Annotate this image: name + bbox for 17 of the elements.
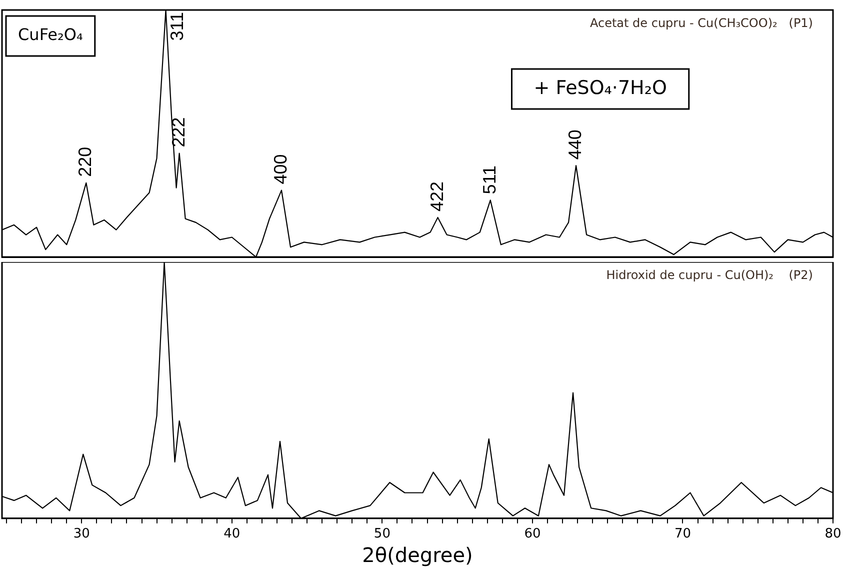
annotation: 400 xyxy=(270,154,290,184)
x-tick-label: 30 xyxy=(73,526,90,542)
annotation: 220 xyxy=(75,146,96,177)
x-tick-label: 80 xyxy=(824,526,842,542)
annotation: 311 xyxy=(166,12,187,41)
annotation: CuFe₂O₄ xyxy=(18,25,83,44)
x-axis-title: 2θ(degree) xyxy=(362,543,473,568)
text: Acetat de cupru - Cu(CH₃COO)₂ (P1) xyxy=(590,16,813,30)
annotation: 422 xyxy=(426,181,447,212)
annotation: 440 xyxy=(565,130,586,160)
x-tick-label: 50 xyxy=(374,526,390,542)
x-tick-label: 40 xyxy=(224,526,240,542)
annotation: 511 xyxy=(479,165,500,194)
x-tick-label: 70 xyxy=(674,526,691,542)
annotation: + FeSO₄·7H₂O xyxy=(534,76,667,99)
x-tick-label: 60 xyxy=(524,526,541,542)
text: Hidroxid de cupru - Cu(OH)₂ (P2) xyxy=(606,268,813,282)
